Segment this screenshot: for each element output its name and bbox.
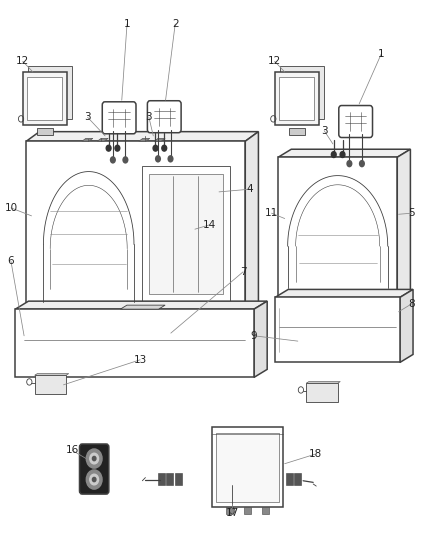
Text: 7: 7 bbox=[240, 267, 247, 277]
Text: 1: 1 bbox=[378, 50, 385, 59]
Text: 8: 8 bbox=[408, 299, 415, 309]
Polygon shape bbox=[139, 139, 150, 141]
Text: 2: 2 bbox=[172, 19, 179, 29]
Polygon shape bbox=[275, 289, 413, 297]
Text: 3: 3 bbox=[84, 112, 91, 122]
Polygon shape bbox=[279, 77, 314, 120]
Circle shape bbox=[86, 470, 102, 489]
Circle shape bbox=[153, 146, 158, 151]
Circle shape bbox=[110, 156, 116, 164]
Text: 18: 18 bbox=[309, 449, 322, 459]
Text: 10: 10 bbox=[4, 203, 18, 213]
Polygon shape bbox=[275, 72, 319, 125]
Polygon shape bbox=[275, 297, 400, 362]
Polygon shape bbox=[278, 149, 410, 157]
Polygon shape bbox=[289, 128, 305, 135]
Polygon shape bbox=[261, 507, 268, 514]
Polygon shape bbox=[280, 66, 324, 119]
Polygon shape bbox=[278, 157, 397, 298]
Polygon shape bbox=[15, 309, 254, 377]
Text: 12: 12 bbox=[16, 56, 29, 66]
Polygon shape bbox=[216, 433, 279, 502]
Text: 3: 3 bbox=[145, 112, 152, 122]
Circle shape bbox=[106, 146, 111, 151]
Text: 14: 14 bbox=[203, 220, 216, 230]
Text: 3: 3 bbox=[321, 126, 328, 135]
Polygon shape bbox=[142, 166, 230, 302]
Polygon shape bbox=[286, 473, 293, 485]
Circle shape bbox=[340, 152, 345, 158]
Polygon shape bbox=[245, 132, 258, 312]
Circle shape bbox=[346, 160, 353, 167]
Polygon shape bbox=[294, 473, 301, 485]
Circle shape bbox=[90, 474, 99, 485]
Circle shape bbox=[115, 146, 120, 151]
Text: 6: 6 bbox=[7, 256, 14, 266]
Text: 1: 1 bbox=[124, 19, 131, 29]
Text: 17: 17 bbox=[226, 508, 239, 518]
Circle shape bbox=[167, 155, 173, 163]
Polygon shape bbox=[26, 132, 258, 141]
Polygon shape bbox=[400, 289, 413, 362]
Polygon shape bbox=[35, 375, 66, 394]
Polygon shape bbox=[306, 382, 340, 383]
Polygon shape bbox=[254, 301, 267, 377]
Polygon shape bbox=[120, 305, 165, 309]
Circle shape bbox=[332, 152, 336, 158]
Polygon shape bbox=[23, 72, 67, 125]
Circle shape bbox=[359, 160, 365, 167]
Circle shape bbox=[86, 449, 102, 468]
Polygon shape bbox=[37, 128, 53, 135]
Polygon shape bbox=[27, 77, 62, 120]
Polygon shape bbox=[212, 427, 283, 507]
Polygon shape bbox=[175, 473, 182, 485]
Polygon shape bbox=[397, 149, 410, 298]
FancyBboxPatch shape bbox=[147, 101, 181, 133]
FancyBboxPatch shape bbox=[339, 106, 372, 138]
Text: 9: 9 bbox=[251, 331, 258, 341]
Polygon shape bbox=[26, 141, 245, 312]
Polygon shape bbox=[149, 174, 223, 294]
Circle shape bbox=[92, 478, 96, 482]
Circle shape bbox=[90, 453, 99, 464]
Polygon shape bbox=[226, 507, 233, 514]
Circle shape bbox=[92, 456, 96, 461]
Polygon shape bbox=[35, 374, 69, 375]
Text: 12: 12 bbox=[268, 56, 281, 66]
Polygon shape bbox=[82, 139, 93, 141]
Polygon shape bbox=[306, 383, 338, 402]
Polygon shape bbox=[244, 507, 251, 514]
Polygon shape bbox=[28, 66, 72, 119]
Polygon shape bbox=[166, 473, 173, 485]
Polygon shape bbox=[15, 301, 267, 309]
Circle shape bbox=[155, 155, 161, 163]
Circle shape bbox=[162, 146, 166, 151]
Circle shape bbox=[122, 156, 128, 164]
Polygon shape bbox=[158, 473, 165, 485]
Polygon shape bbox=[154, 139, 165, 141]
Text: 4: 4 bbox=[246, 184, 253, 194]
Text: 11: 11 bbox=[265, 208, 278, 218]
Text: 16: 16 bbox=[66, 446, 79, 455]
FancyBboxPatch shape bbox=[102, 102, 136, 134]
Text: 5: 5 bbox=[408, 208, 415, 218]
FancyBboxPatch shape bbox=[80, 444, 109, 494]
Polygon shape bbox=[97, 139, 108, 141]
Text: 13: 13 bbox=[134, 355, 147, 365]
